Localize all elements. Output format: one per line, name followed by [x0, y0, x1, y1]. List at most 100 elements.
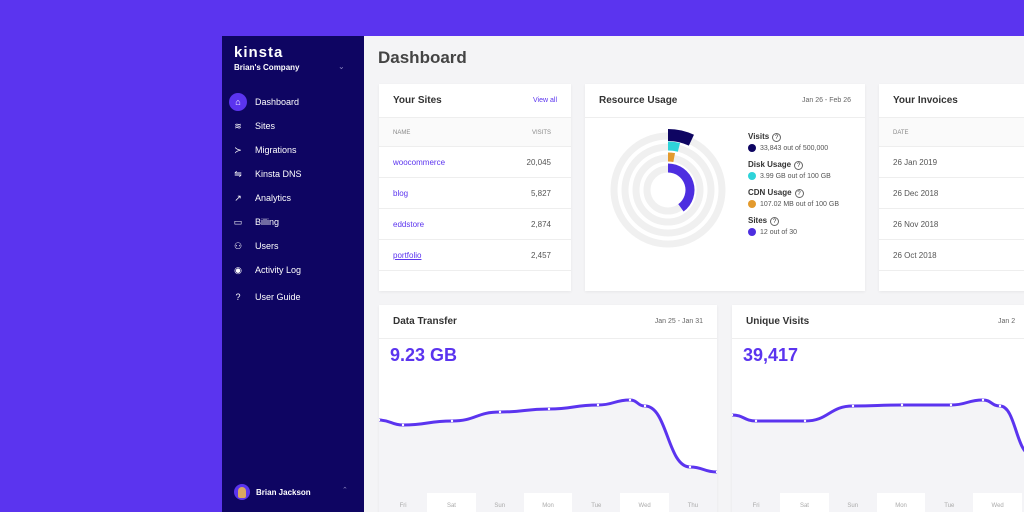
legend-dot [748, 144, 756, 152]
day-label: Sun1/27 [828, 493, 877, 512]
data-point [998, 404, 1002, 408]
transfer-total: 9.23 GB [390, 345, 458, 365]
area-fill [379, 400, 717, 493]
card-title: Resource Usage [599, 95, 678, 106]
site-link[interactable]: woocommerce [393, 158, 446, 167]
legend-value: 33,843 out of 500,000 [748, 144, 839, 152]
invoice-row[interactable]: 26 Oct 2018 [879, 240, 1024, 271]
data-point [547, 407, 551, 411]
chevron-down-icon[interactable]: ⌄ [338, 62, 345, 71]
sidebar-item-sites[interactable]: ≋ Sites [222, 116, 364, 136]
site-row: eddstore 2,874 [379, 209, 571, 240]
layers-icon: ≋ [234, 120, 242, 131]
day-label: Sat1/26 [427, 493, 476, 512]
data-point [688, 465, 692, 469]
invoice-date: 26 Dec 2018 [893, 189, 939, 198]
help-icon: ? [235, 292, 241, 302]
user-menu[interactable]: Brian Jackson [234, 484, 311, 500]
invoice-row[interactable]: 26 Nov 2018 [879, 209, 1024, 240]
sidebar-item-label: Sites [255, 121, 276, 131]
area-fill [732, 400, 1024, 493]
series-line [379, 398, 717, 474]
day-label: Fri1/25 [379, 493, 428, 512]
col-visits: VISITS [531, 130, 551, 136]
help-icon[interactable]: ? [794, 161, 804, 170]
data-point [628, 398, 632, 402]
chevron-up-icon[interactable]: ⌃ [342, 487, 348, 494]
ring-arc-cdn-usage [667, 152, 676, 163]
sidebar-item-billing[interactable]: ▭ Billing [222, 212, 364, 232]
dns-icon: ⇋ [234, 168, 242, 179]
card-title: Unique Visits [746, 316, 810, 327]
legend-dot [748, 172, 756, 180]
sidebar-item-label: Billing [255, 217, 280, 227]
page-title: Dashboard [378, 48, 467, 67]
eye-icon: ◉ [234, 264, 242, 275]
help-icon[interactable]: ? [772, 133, 782, 142]
data-point [754, 419, 758, 423]
col-date: DATE [893, 130, 909, 136]
migrate-icon: ≻ [234, 144, 242, 155]
data-point [803, 419, 807, 423]
sidebar-item-label: Migrations [255, 145, 297, 155]
date-range: Jan 2 [998, 318, 1016, 325]
data-point [643, 404, 647, 408]
sidebar-item-label: Dashboard [255, 97, 300, 107]
site-link[interactable]: blog [393, 189, 409, 198]
invoice-row[interactable]: 26 Dec 2018 [879, 178, 1024, 209]
sidebar-item-label: Analytics [255, 193, 292, 203]
site-row: blog 5,827 [379, 178, 571, 209]
invoice-date: 26 Oct 2018 [893, 251, 937, 260]
data-point [900, 403, 904, 407]
data-point [949, 403, 953, 407]
help-icon[interactable]: ? [794, 189, 804, 198]
resource-radial-chart [610, 129, 726, 248]
sidebar-item-migrations[interactable]: ≻ Migrations [222, 140, 364, 160]
app: kinsta Brian's Company ⌄ ⌂ Dashboard ≋ Site… [222, 36, 1024, 512]
site-link[interactable]: portfolio [393, 251, 422, 260]
help-icon[interactable]: ? [770, 217, 780, 226]
day-label: Mon1/28 [523, 493, 573, 512]
sidebar-item-user-guide[interactable]: ? User Guide [222, 287, 364, 307]
visits-line-chart [732, 398, 1024, 493]
sidebar-item-label: User Guide [255, 292, 301, 302]
kinsta-logo: kinsta [234, 44, 284, 61]
sidebar-item-dashboard[interactable]: ⌂ Dashboard [222, 92, 364, 112]
resource-usage-card: Resource Usage Jan 26 - Feb 26 Visits? 33… [585, 84, 865, 291]
site-link[interactable]: eddstore [393, 220, 425, 229]
your-sites-card: Your Sites View all NAME VISITS woocommer… [379, 84, 571, 291]
legend-title: Sites? [748, 216, 839, 226]
ring-arc-sites [667, 163, 695, 212]
legend-value: 107.02 MB out of 100 GB [748, 200, 839, 208]
legend-title: Visits? [748, 132, 839, 142]
invoice-date: 26 Jan 2019 [893, 158, 938, 167]
card-title: Data Transfer [393, 316, 457, 327]
sidebar-item-kinsta-dns[interactable]: ⇋ Kinsta DNS [222, 164, 364, 184]
card-title: Your Invoices [893, 95, 958, 106]
data-point [450, 419, 454, 423]
trend-icon: ↗ [234, 192, 242, 203]
sidebar-item-analytics[interactable]: ↗ Analytics [222, 188, 364, 208]
data-point [715, 470, 717, 474]
invoice-row[interactable]: 26 Jan 2019 [879, 147, 1024, 178]
avatar [234, 484, 250, 500]
data-point [732, 413, 734, 417]
invoice-date: 26 Nov 2018 [893, 220, 939, 229]
site-row: portfolio 2,457 [379, 240, 571, 271]
data-point [981, 398, 985, 402]
day-axis: Fri1/25Sat1/26Sun1/27Mon1/28Tue1/29Wed1/… [379, 493, 717, 512]
sidebar-item-users[interactable]: ⚇ Users [222, 236, 364, 256]
card-icon: ▭ [233, 216, 243, 227]
data-point [379, 418, 381, 422]
day-label: Sun1/27 [475, 493, 524, 512]
company-switcher[interactable]: Brian's Company [234, 63, 300, 72]
legend-dot [748, 200, 756, 208]
day-label: Sat1/26 [780, 493, 829, 512]
sidebar-item-label: Users [255, 241, 279, 251]
sidebar-item-activity-log[interactable]: ◉ Activity Log [222, 260, 364, 280]
sidebar-item-label: Kinsta DNS [255, 169, 302, 179]
site-visits: 2,874 [530, 220, 551, 229]
view-all-link[interactable]: View all [533, 97, 557, 104]
date-range: Jan 25 - Jan 31 [654, 318, 703, 325]
col-name: NAME [393, 130, 411, 136]
